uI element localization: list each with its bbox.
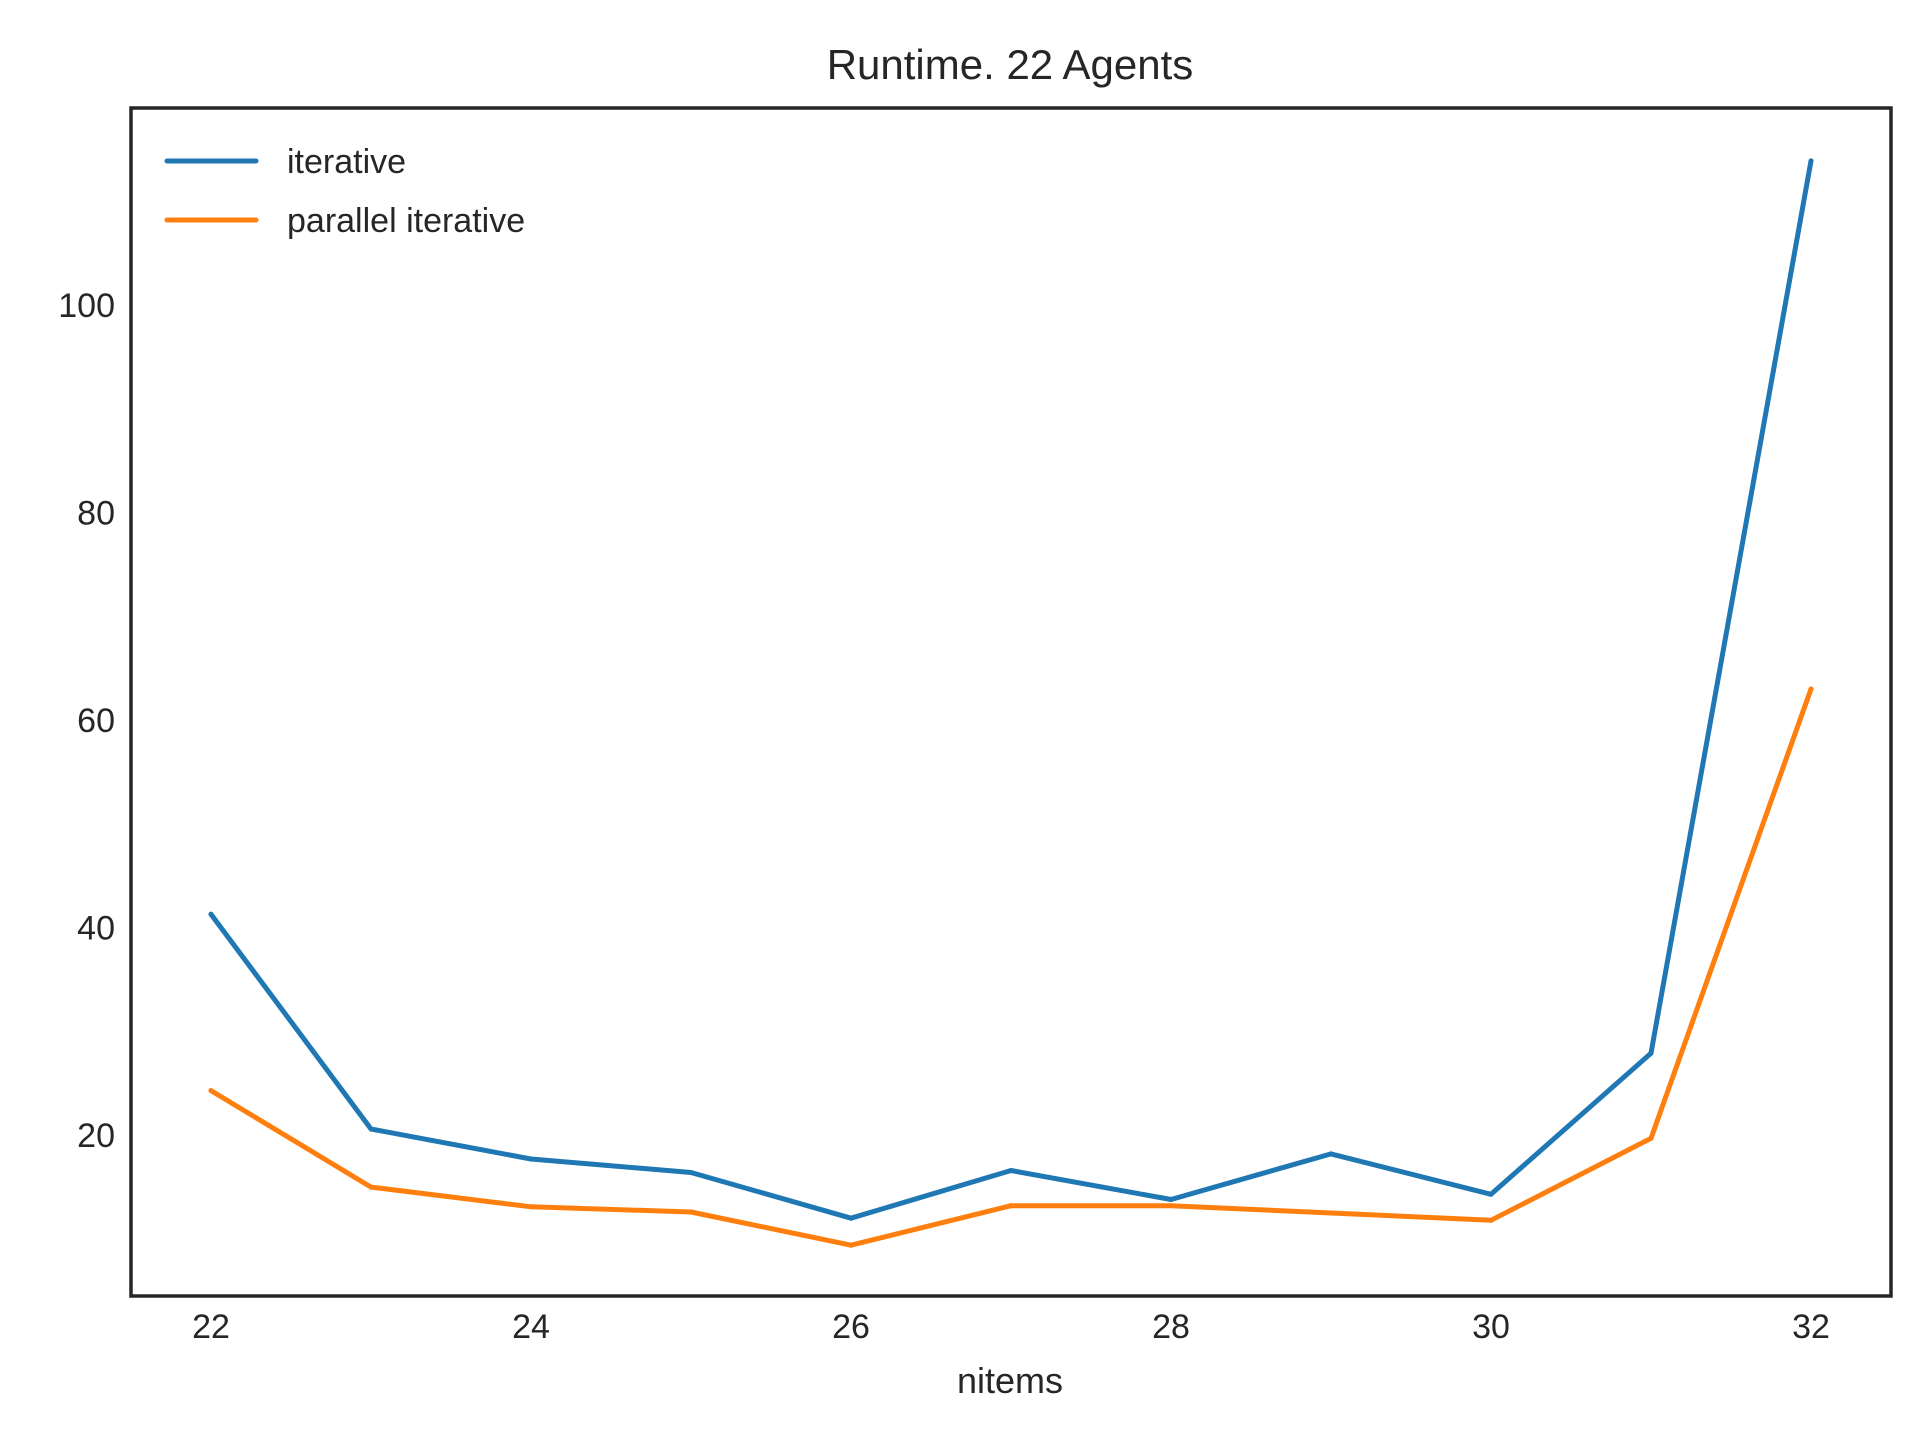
legend-label: iterative xyxy=(287,143,406,181)
y-tick-label: 80 xyxy=(77,495,115,533)
y-tick-label: 40 xyxy=(77,910,115,948)
x-tick-label: 22 xyxy=(192,1308,230,1346)
x-axis-ticks: 22 24 26 28 30 32 xyxy=(192,1308,1830,1346)
chart-title: Runtime. 22 Agents xyxy=(827,41,1194,88)
data-point xyxy=(1328,1151,1334,1157)
data-point xyxy=(1488,1191,1494,1197)
data-point xyxy=(1328,1210,1334,1216)
y-tick-label: 20 xyxy=(77,1117,115,1155)
x-tick-label: 32 xyxy=(1792,1308,1830,1346)
data-point xyxy=(1808,686,1814,692)
x-axis-label: nitems xyxy=(957,1360,1063,1401)
legend: iterative parallel iterative xyxy=(164,143,525,240)
data-point xyxy=(1648,1135,1654,1141)
data-point xyxy=(1488,1217,1494,1223)
x-tick-label: 30 xyxy=(1472,1308,1510,1346)
data-point xyxy=(1168,1197,1174,1202)
x-tick-label: 26 xyxy=(832,1308,870,1346)
x-tick-label: 24 xyxy=(512,1308,550,1346)
data-point xyxy=(208,1088,214,1094)
y-tick-label: 100 xyxy=(58,287,115,325)
data-point xyxy=(528,1204,534,1210)
data-point xyxy=(1648,1050,1654,1056)
data-point xyxy=(688,1209,694,1215)
data-point xyxy=(1808,158,1814,164)
data-point xyxy=(688,1170,694,1175)
data-point xyxy=(848,1215,854,1221)
data-point xyxy=(1168,1203,1174,1209)
data-point xyxy=(1008,1203,1014,1209)
data-point xyxy=(848,1242,854,1248)
x-tick-label: 28 xyxy=(1152,1308,1190,1346)
data-point xyxy=(368,1126,374,1132)
y-tick-label: 60 xyxy=(77,702,115,740)
data-point xyxy=(208,911,214,917)
data-point xyxy=(1008,1168,1014,1173)
data-point xyxy=(528,1156,534,1162)
plot-frame xyxy=(129,106,1893,1298)
y-axis-ticks: 20 40 60 80 100 xyxy=(58,287,115,1155)
legend-label: parallel iterative xyxy=(287,202,525,240)
series-layer xyxy=(208,158,1814,1248)
data-point xyxy=(368,1184,374,1190)
